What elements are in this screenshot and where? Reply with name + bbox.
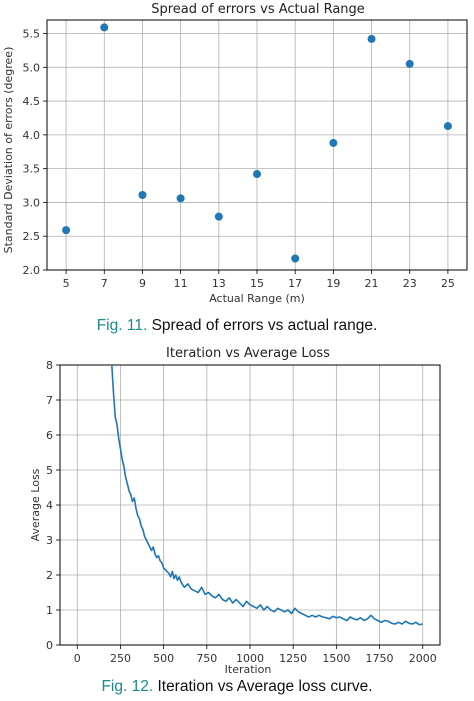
x-tick-label: 500 [153, 652, 174, 665]
y-tick-label: 5.0 [23, 61, 41, 74]
x-axis-label: Actual Range (m) [209, 292, 305, 305]
data-point [253, 170, 261, 179]
y-tick-label: 4 [46, 499, 53, 512]
y-tick-label: 2.0 [23, 264, 41, 277]
y-tick-label: 2.5 [23, 230, 41, 243]
caption-number: Fig. 12. [101, 678, 154, 695]
x-tick-label: 17 [288, 277, 302, 290]
data-point [214, 212, 223, 221]
x-tick-label: 13 [212, 277, 226, 290]
caption-text: Iteration vs Average loss curve. [157, 678, 373, 695]
data-point [62, 226, 71, 235]
line-chart: Iteration vs Average Loss 0 250 500 750 1000… [29, 346, 441, 676]
chart-title: Iteration vs Average Loss [166, 346, 330, 361]
x-tick-label: 1750 [366, 652, 394, 665]
y-tick-label: 3.5 [23, 163, 41, 176]
x-tick-label: 1250 [279, 652, 307, 665]
x-tick-label: 1500 [322, 652, 350, 665]
data-point [100, 23, 109, 32]
x-tick-labels: 0 250 500 750 1000 1250 1500 1750 2000 [74, 652, 437, 665]
x-axis-label: Iteration [225, 663, 272, 676]
series [111, 364, 423, 626]
y-tick-label: 3 [46, 534, 53, 547]
x-tick-label: 9 [139, 277, 146, 290]
x-tick-label: 0 [74, 652, 81, 665]
x-tick-label: 7 [101, 277, 108, 290]
data-point [138, 191, 147, 199]
figure-caption: Fig. 11. Spread of errors vs actual rang… [0, 317, 474, 335]
data-point [367, 34, 376, 43]
data-point [291, 254, 300, 263]
y-tick-labels: 0 1 2 3 4 5 6 7 8 [46, 359, 53, 652]
y-tick-label: 4.5 [23, 95, 41, 108]
x-tick-label: 2000 [409, 652, 437, 665]
x-tick-label: 15 [250, 277, 264, 290]
data-point [176, 194, 185, 203]
plot-frame [59, 364, 441, 646]
x-tick-labels: 5 7 9 11 13 15 17 19 21 23 25 [63, 277, 455, 290]
series-line [111, 364, 423, 626]
y-tick-label: 8 [46, 359, 53, 372]
figure-11: Spread of errors vs Actual Range 5 7 9 11 13… [0, 0, 474, 343]
y-axis-label: Average Loss [29, 468, 42, 541]
x-tick-label: 25 [441, 277, 455, 290]
data-point [405, 59, 414, 68]
caption-number: Fig. 11. [96, 317, 148, 334]
x-tick-label: 750 [196, 652, 217, 665]
x-tick-label: 1000 [236, 652, 264, 665]
y-axis-label: Standard Deviation of errors (degree) [2, 47, 15, 254]
x-tick-label: 11 [174, 277, 188, 290]
data-point [329, 138, 338, 147]
y-tick-label: 5.5 [23, 28, 41, 41]
scatter-chart: Spread of errors vs Actual Range 5 7 9 11 13… [2, 2, 468, 305]
y-tick-label: 4.0 [23, 129, 41, 142]
grid [43, 20, 467, 274]
y-tick-label: 7 [46, 394, 53, 407]
x-tick-label: 19 [326, 277, 340, 290]
y-tick-label: 2 [46, 569, 53, 582]
grid [56, 364, 440, 649]
plot-frame [46, 19, 468, 271]
y-tick-label: 6 [46, 429, 53, 442]
y-tick-labels: 2.0 2.5 3.0 3.5 4.0 4.5 5.0 5.5 [23, 28, 41, 277]
y-tick-label: 5 [46, 464, 53, 477]
caption-text: Spread of errors vs actual range. [151, 317, 378, 334]
y-tick-label: 1 [46, 604, 53, 617]
data-point [443, 122, 452, 131]
data-points [62, 23, 452, 263]
figure-caption: Fig. 12. Iteration vs Average loss curve… [0, 678, 474, 696]
x-tick-label: 5 [63, 277, 70, 290]
figure-12: Iteration vs Average Loss 0 250 500 750 1000… [0, 343, 474, 701]
x-tick-label: 23 [403, 277, 417, 290]
x-tick-label: 21 [365, 277, 379, 290]
y-tick-label: 0 [46, 639, 53, 652]
y-tick-label: 3.0 [23, 196, 41, 209]
x-tick-label: 250 [110, 652, 131, 665]
chart-title: Spread of errors vs Actual Range [151, 2, 365, 17]
